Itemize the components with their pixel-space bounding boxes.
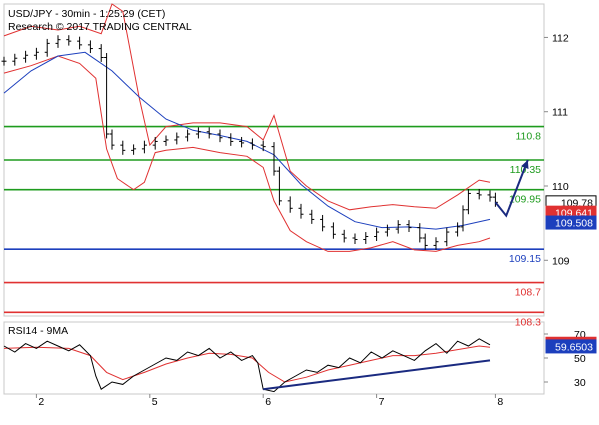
level-label-3: 109.15 bbox=[509, 253, 541, 265]
price-plot-layer: 110.8 110.35 109.95 109.15 108.7 108.3 bbox=[1, 3, 544, 328]
price-label-box-2 bbox=[545, 215, 597, 230]
level-label-0: 110.8 bbox=[516, 131, 542, 143]
level-label-1: 110.35 bbox=[510, 164, 541, 176]
chart-subtitle: Research © 2017 TRADING CENTRAL bbox=[8, 21, 192, 33]
y-tick-label-0: 112 bbox=[552, 32, 569, 44]
rsi-panel-frame bbox=[3, 321, 545, 395]
bollinger-upper-line bbox=[3, 3, 491, 211]
rsi-trendline bbox=[263, 359, 491, 391]
rsi-title: RSI14 - 9MA bbox=[8, 325, 68, 337]
y-tick-label-3: 109 bbox=[552, 255, 570, 267]
rsi-ma-line bbox=[3, 345, 491, 383]
rsi-tick-label-2: 30 bbox=[574, 377, 586, 389]
bollinger-lower-line bbox=[3, 55, 491, 252]
rsi-plot-layer bbox=[3, 338, 491, 393]
rsi-label-value-1: 59.6503 bbox=[555, 341, 593, 353]
rsi-line bbox=[3, 338, 491, 393]
level-label-5: 108.3 bbox=[515, 316, 541, 328]
x-tick-label-4: 8 bbox=[497, 396, 503, 408]
x-tick-label-3: 7 bbox=[379, 396, 385, 408]
level-label-2: 109.95 bbox=[509, 194, 541, 206]
y-tick-label-1: 111 bbox=[552, 107, 568, 119]
x-tick-label-2: 6 bbox=[265, 396, 271, 408]
rsi-tick-label-0: 70 bbox=[574, 329, 586, 341]
y-tick-label-2: 110 bbox=[552, 181, 569, 193]
chart-title: USD/JPY - 30min - 1:25:29 (CET) bbox=[8, 8, 165, 20]
level-label-4: 108.7 bbox=[515, 287, 541, 299]
x-tick-label-0: 2 bbox=[38, 396, 44, 408]
rsi-label-box-1 bbox=[545, 339, 597, 354]
forecast-arrow-head bbox=[521, 160, 529, 169]
x-tick-label-1: 5 bbox=[152, 396, 158, 408]
price-label-value-2: 109.508 bbox=[555, 218, 593, 230]
rsi-tick-label-1: 50 bbox=[574, 353, 586, 365]
forecast-arrow bbox=[494, 159, 529, 218]
